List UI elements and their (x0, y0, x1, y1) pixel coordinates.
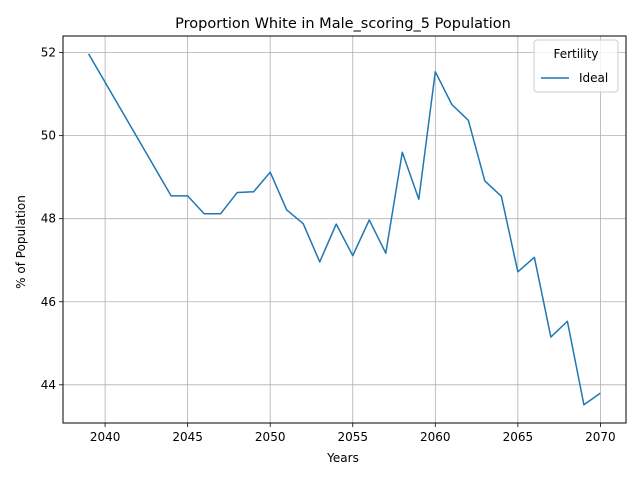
x-tick-label: 2045 (172, 430, 203, 444)
y-tick-label: 46 (41, 295, 56, 309)
x-tick-label: 2050 (255, 430, 286, 444)
y-tick-label: 48 (41, 212, 56, 226)
x-tick-label: 2060 (420, 430, 451, 444)
y-tick-label: 44 (41, 378, 56, 392)
legend: Fertility Ideal (533, 39, 619, 93)
legend-label-ideal: Ideal (579, 71, 608, 85)
legend-box (533, 39, 619, 93)
y-axis-ticks: 44 46 48 50 52 (41, 46, 63, 392)
series-layer (87, 53, 601, 406)
x-axis-label: Years (326, 451, 359, 465)
y-tick-label: 52 (41, 46, 56, 60)
x-tick-label: 2065 (503, 430, 534, 444)
grid-lines (63, 36, 626, 423)
y-axis-label: % of Population (14, 195, 28, 289)
x-tick-label: 2070 (585, 430, 616, 444)
series-line-ideal (87, 53, 601, 406)
x-axis-ticks: 2040 2045 2050 2055 2060 2065 2070 (90, 423, 616, 444)
y-tick-label: 50 (41, 129, 56, 143)
legend-title: Fertility (553, 47, 598, 61)
chart-title: Proportion White in Male_scoring_5 Popul… (175, 16, 511, 32)
plot-frame (62, 35, 627, 424)
x-tick-label: 2055 (337, 430, 368, 444)
x-tick-label: 2040 (90, 430, 121, 444)
